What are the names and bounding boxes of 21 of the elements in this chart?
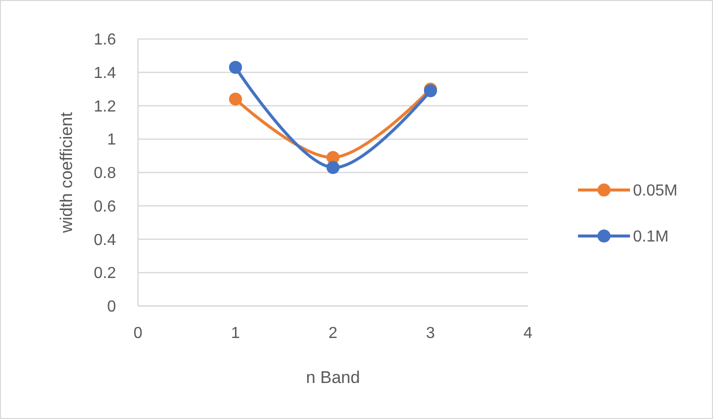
x-tick-label: 0 — [134, 325, 143, 342]
y-tick-label: 1.4 — [94, 64, 116, 82]
y-tick-label: 1.2 — [94, 98, 116, 116]
point — [229, 60, 242, 74]
point — [229, 92, 242, 106]
x-tick-label: 1 — [231, 325, 240, 342]
y-tick-label: 1.6 — [94, 32, 116, 49]
y-tick-label: 0.6 — [94, 198, 116, 216]
y-tick-label: 0.4 — [94, 232, 116, 249]
x-tick-label: 4 — [524, 325, 533, 342]
y-tick-label: 1 — [107, 132, 116, 149]
x-tick-label: 2 — [328, 325, 338, 342]
legend-label: 0.05M — [633, 182, 678, 200]
x-axis-title: n Band — [306, 368, 360, 387]
point — [326, 160, 340, 174]
x-tick-label: 3 — [426, 325, 436, 342]
y-axis-title: width coefficient — [57, 112, 76, 234]
y-tick-label: 0.2 — [94, 265, 116, 282]
y-tick-label: 0 — [107, 298, 116, 316]
y-tick-label: 0.8 — [94, 165, 116, 182]
legend-label: 0.1M — [633, 228, 669, 246]
